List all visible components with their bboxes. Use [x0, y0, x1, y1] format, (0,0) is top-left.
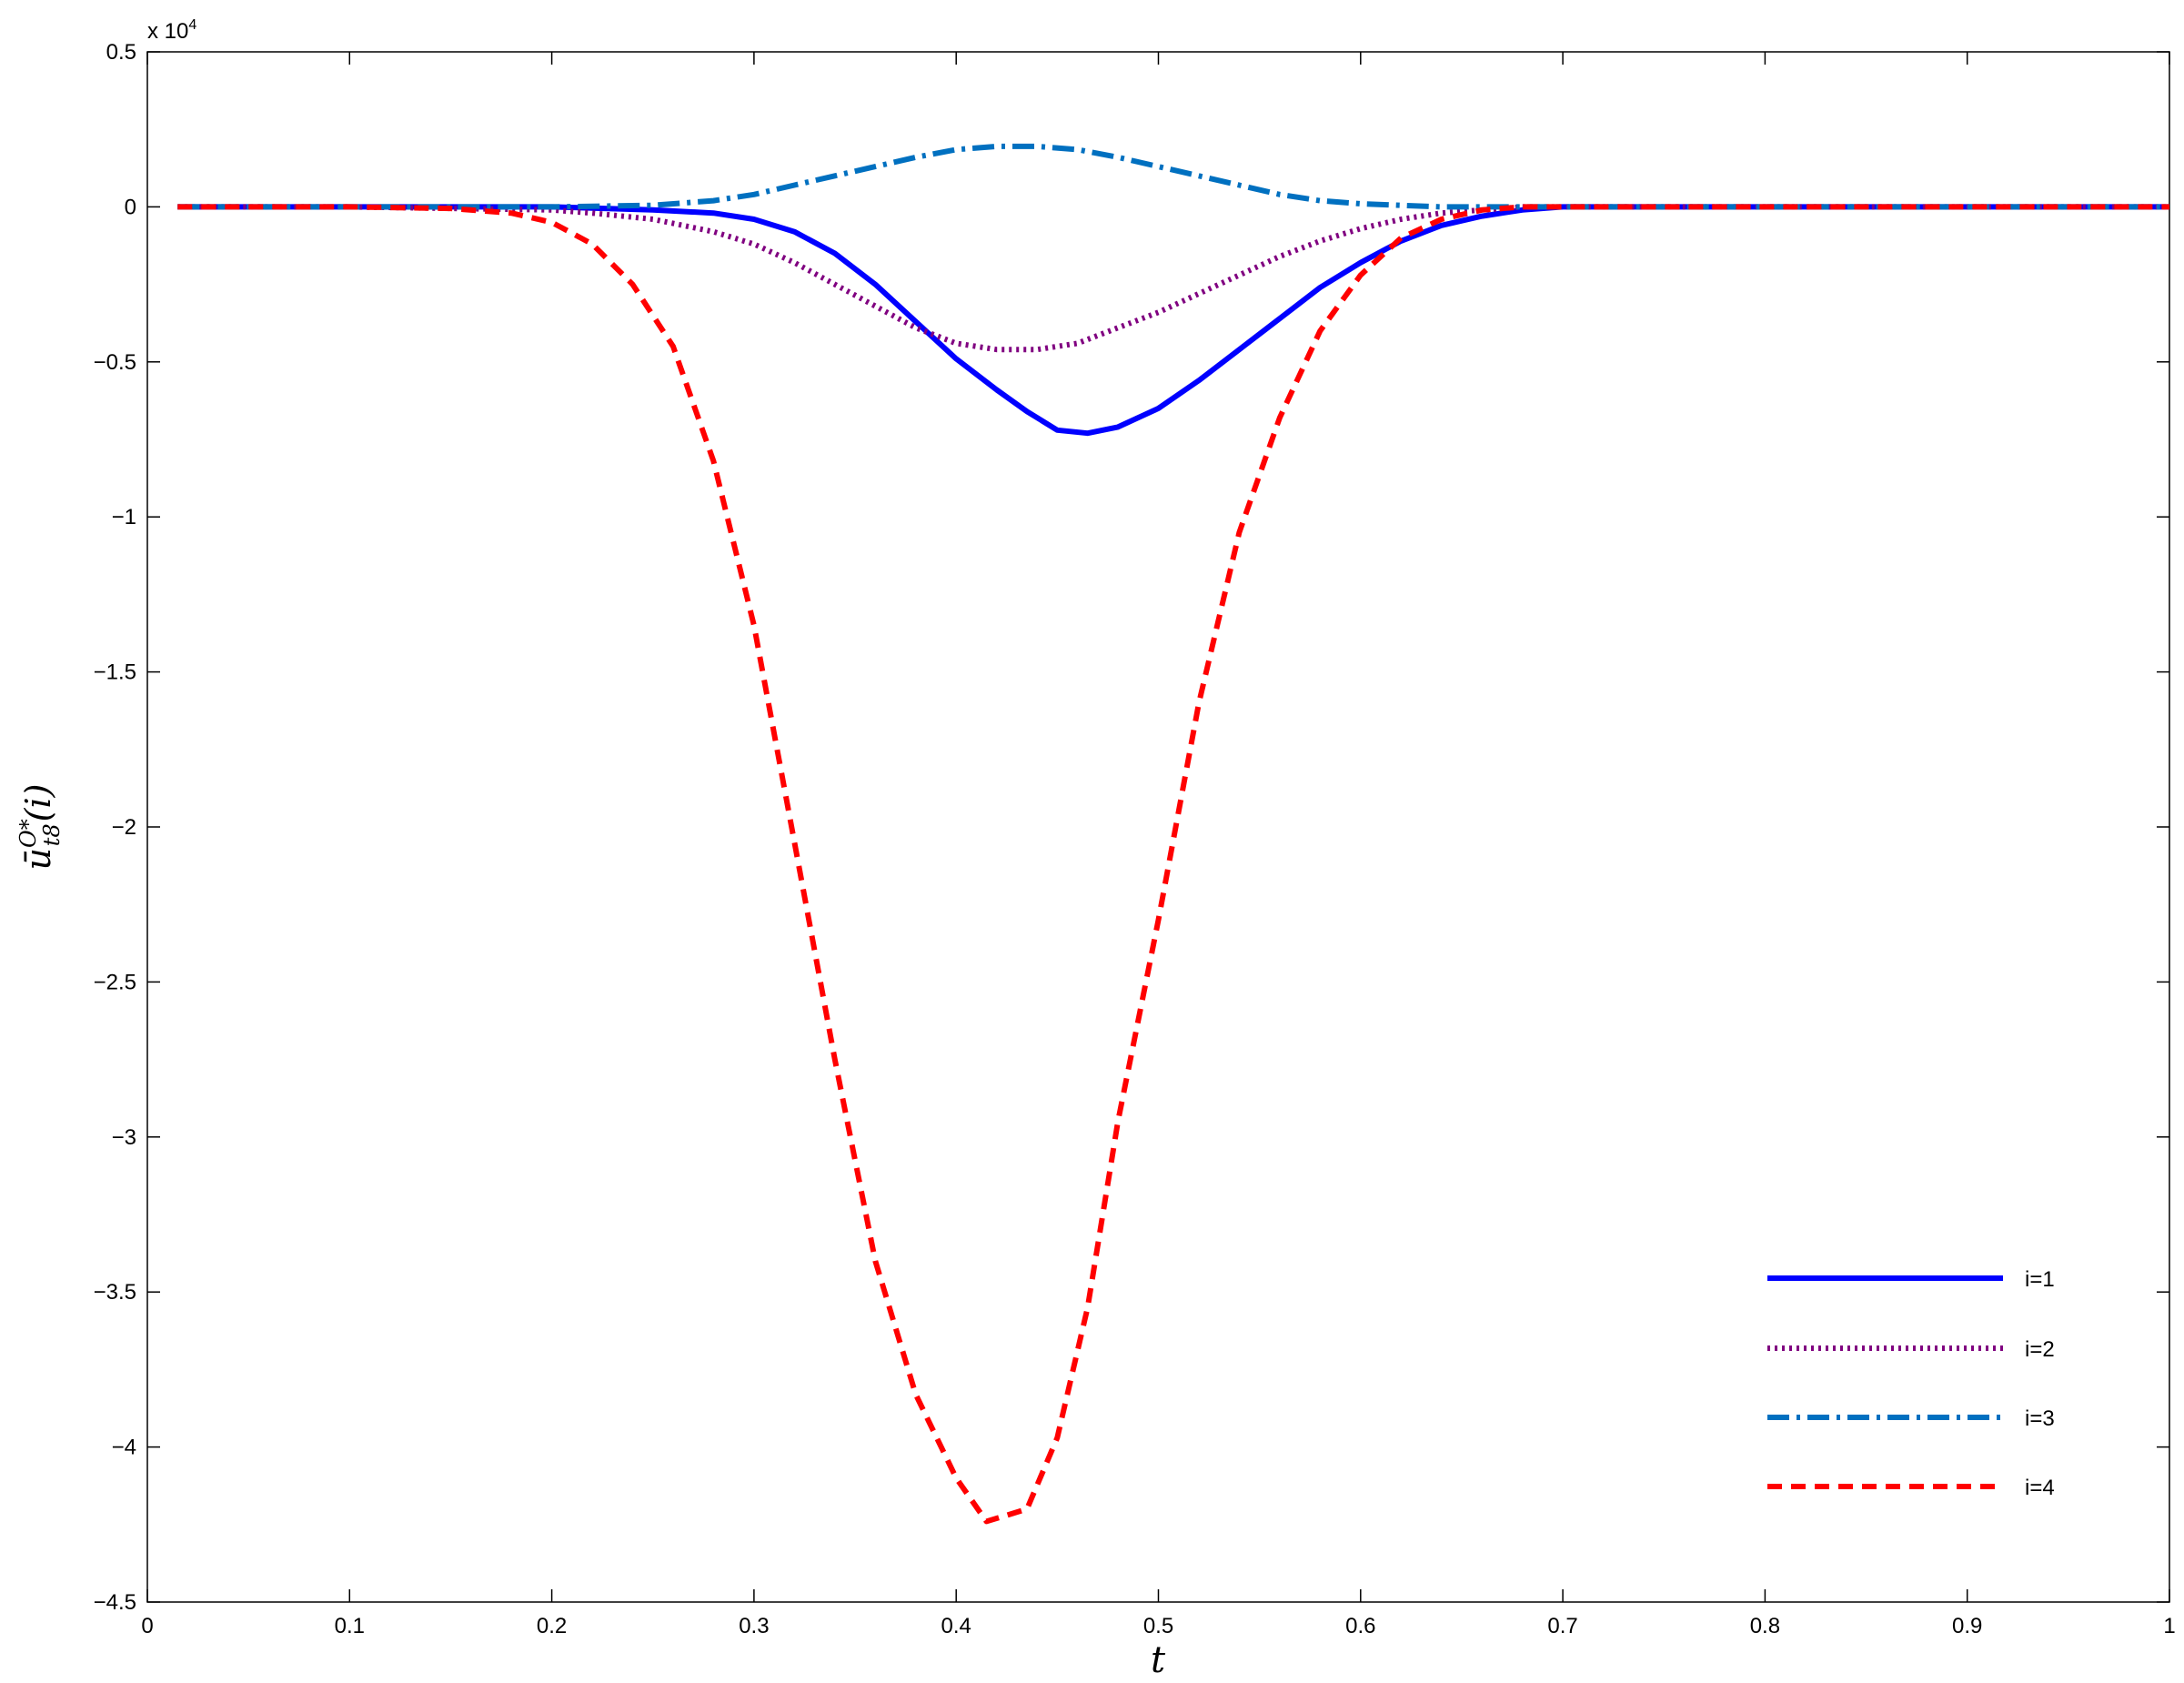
y-tick-label: −3 [112, 1125, 136, 1150]
plot-area [146, 51, 2170, 1603]
legend: i=1 i=2 i=3 i=4 [1767, 1267, 2055, 1500]
x-tick-label: 0.6 [1345, 1614, 1375, 1638]
legend-label: i=2 [2025, 1337, 2055, 1362]
legend-label: i=1 [2025, 1267, 2055, 1292]
y-tick-label: 0.5 [106, 40, 136, 65]
y-tick-label: −2.5 [94, 970, 136, 994]
x-tick-label: 0.9 [1952, 1614, 1982, 1638]
x-tick-label: 0.8 [1750, 1614, 1780, 1638]
x-tick-label: 0 [141, 1614, 153, 1638]
y-tick-label: −4.5 [94, 1590, 136, 1615]
series-line-i4 [177, 204, 2169, 1525]
x-tick-label: 0.5 [1143, 1614, 1173, 1638]
y-tick-label: −4 [112, 1436, 136, 1460]
y-tick-label: −1.5 [94, 660, 136, 685]
x-tick-label: 1 [2163, 1614, 2175, 1638]
legend-label: i=4 [2025, 1476, 2055, 1500]
x-tick-label: 0.1 [335, 1614, 365, 1638]
y-axis-label: ūO*t8(i) [15, 784, 65, 871]
y-tick-labels: 0.5 0 −0.5 −1 −1.5 −2 −2.5 −3 −3.5 −4 −4.5 [94, 40, 136, 1615]
x-tick-label: 0.4 [941, 1614, 971, 1638]
series-line-i3 [177, 143, 2169, 210]
y-tick-label: −1 [112, 505, 136, 529]
series-line-i1 [177, 204, 2169, 437]
y-tick-label: 0 [125, 195, 136, 219]
legend-label: i=3 [2025, 1406, 2055, 1431]
x-axis-label: t [1151, 1639, 1166, 1681]
y-tick-label: −0.5 [94, 350, 136, 375]
x-tick-labels: 0 0.1 0.2 0.3 0.4 0.5 0.6 0.7 0.8 0.9 1 [141, 1614, 2175, 1638]
y-multiplier: x 104 [147, 17, 196, 44]
series-lines [177, 143, 2169, 1525]
x-tick-label: 0.3 [739, 1614, 769, 1638]
y-tick-label: −3.5 [94, 1280, 136, 1305]
axis-ticks [146, 51, 2170, 1603]
y-tick-label: −2 [112, 815, 136, 840]
x-tick-label: 0.2 [537, 1614, 567, 1638]
x-tick-label: 0.7 [1547, 1614, 1577, 1638]
